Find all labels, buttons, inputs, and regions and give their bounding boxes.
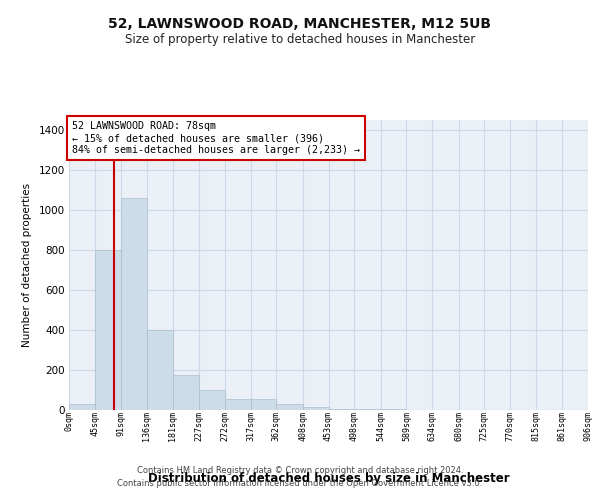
- Text: 52 LAWNSWOOD ROAD: 78sqm
← 15% of detached houses are smaller (396)
84% of semi-: 52 LAWNSWOOD ROAD: 78sqm ← 15% of detach…: [71, 122, 359, 154]
- Bar: [95, 250, 121, 410]
- Text: 52, LAWNSWOOD ROAD, MANCHESTER, M12 5UB: 52, LAWNSWOOD ROAD, MANCHESTER, M12 5UB: [109, 18, 491, 32]
- Text: Size of property relative to detached houses in Manchester: Size of property relative to detached ho…: [125, 32, 475, 46]
- Bar: [354, 409, 380, 410]
- Text: Contains HM Land Registry data © Crown copyright and database right 2024.
Contai: Contains HM Land Registry data © Crown c…: [118, 466, 482, 487]
- Bar: [121, 198, 147, 410]
- Bar: [173, 375, 199, 410]
- Bar: [329, 409, 354, 410]
- Bar: [225, 399, 251, 410]
- Bar: [69, 404, 95, 410]
- Bar: [251, 399, 277, 410]
- Y-axis label: Number of detached properties: Number of detached properties: [22, 183, 32, 347]
- Bar: [303, 407, 329, 410]
- Bar: [147, 330, 173, 410]
- X-axis label: Distribution of detached houses by size in Manchester: Distribution of detached houses by size …: [148, 472, 509, 485]
- Bar: [277, 404, 303, 410]
- Bar: [199, 390, 225, 410]
